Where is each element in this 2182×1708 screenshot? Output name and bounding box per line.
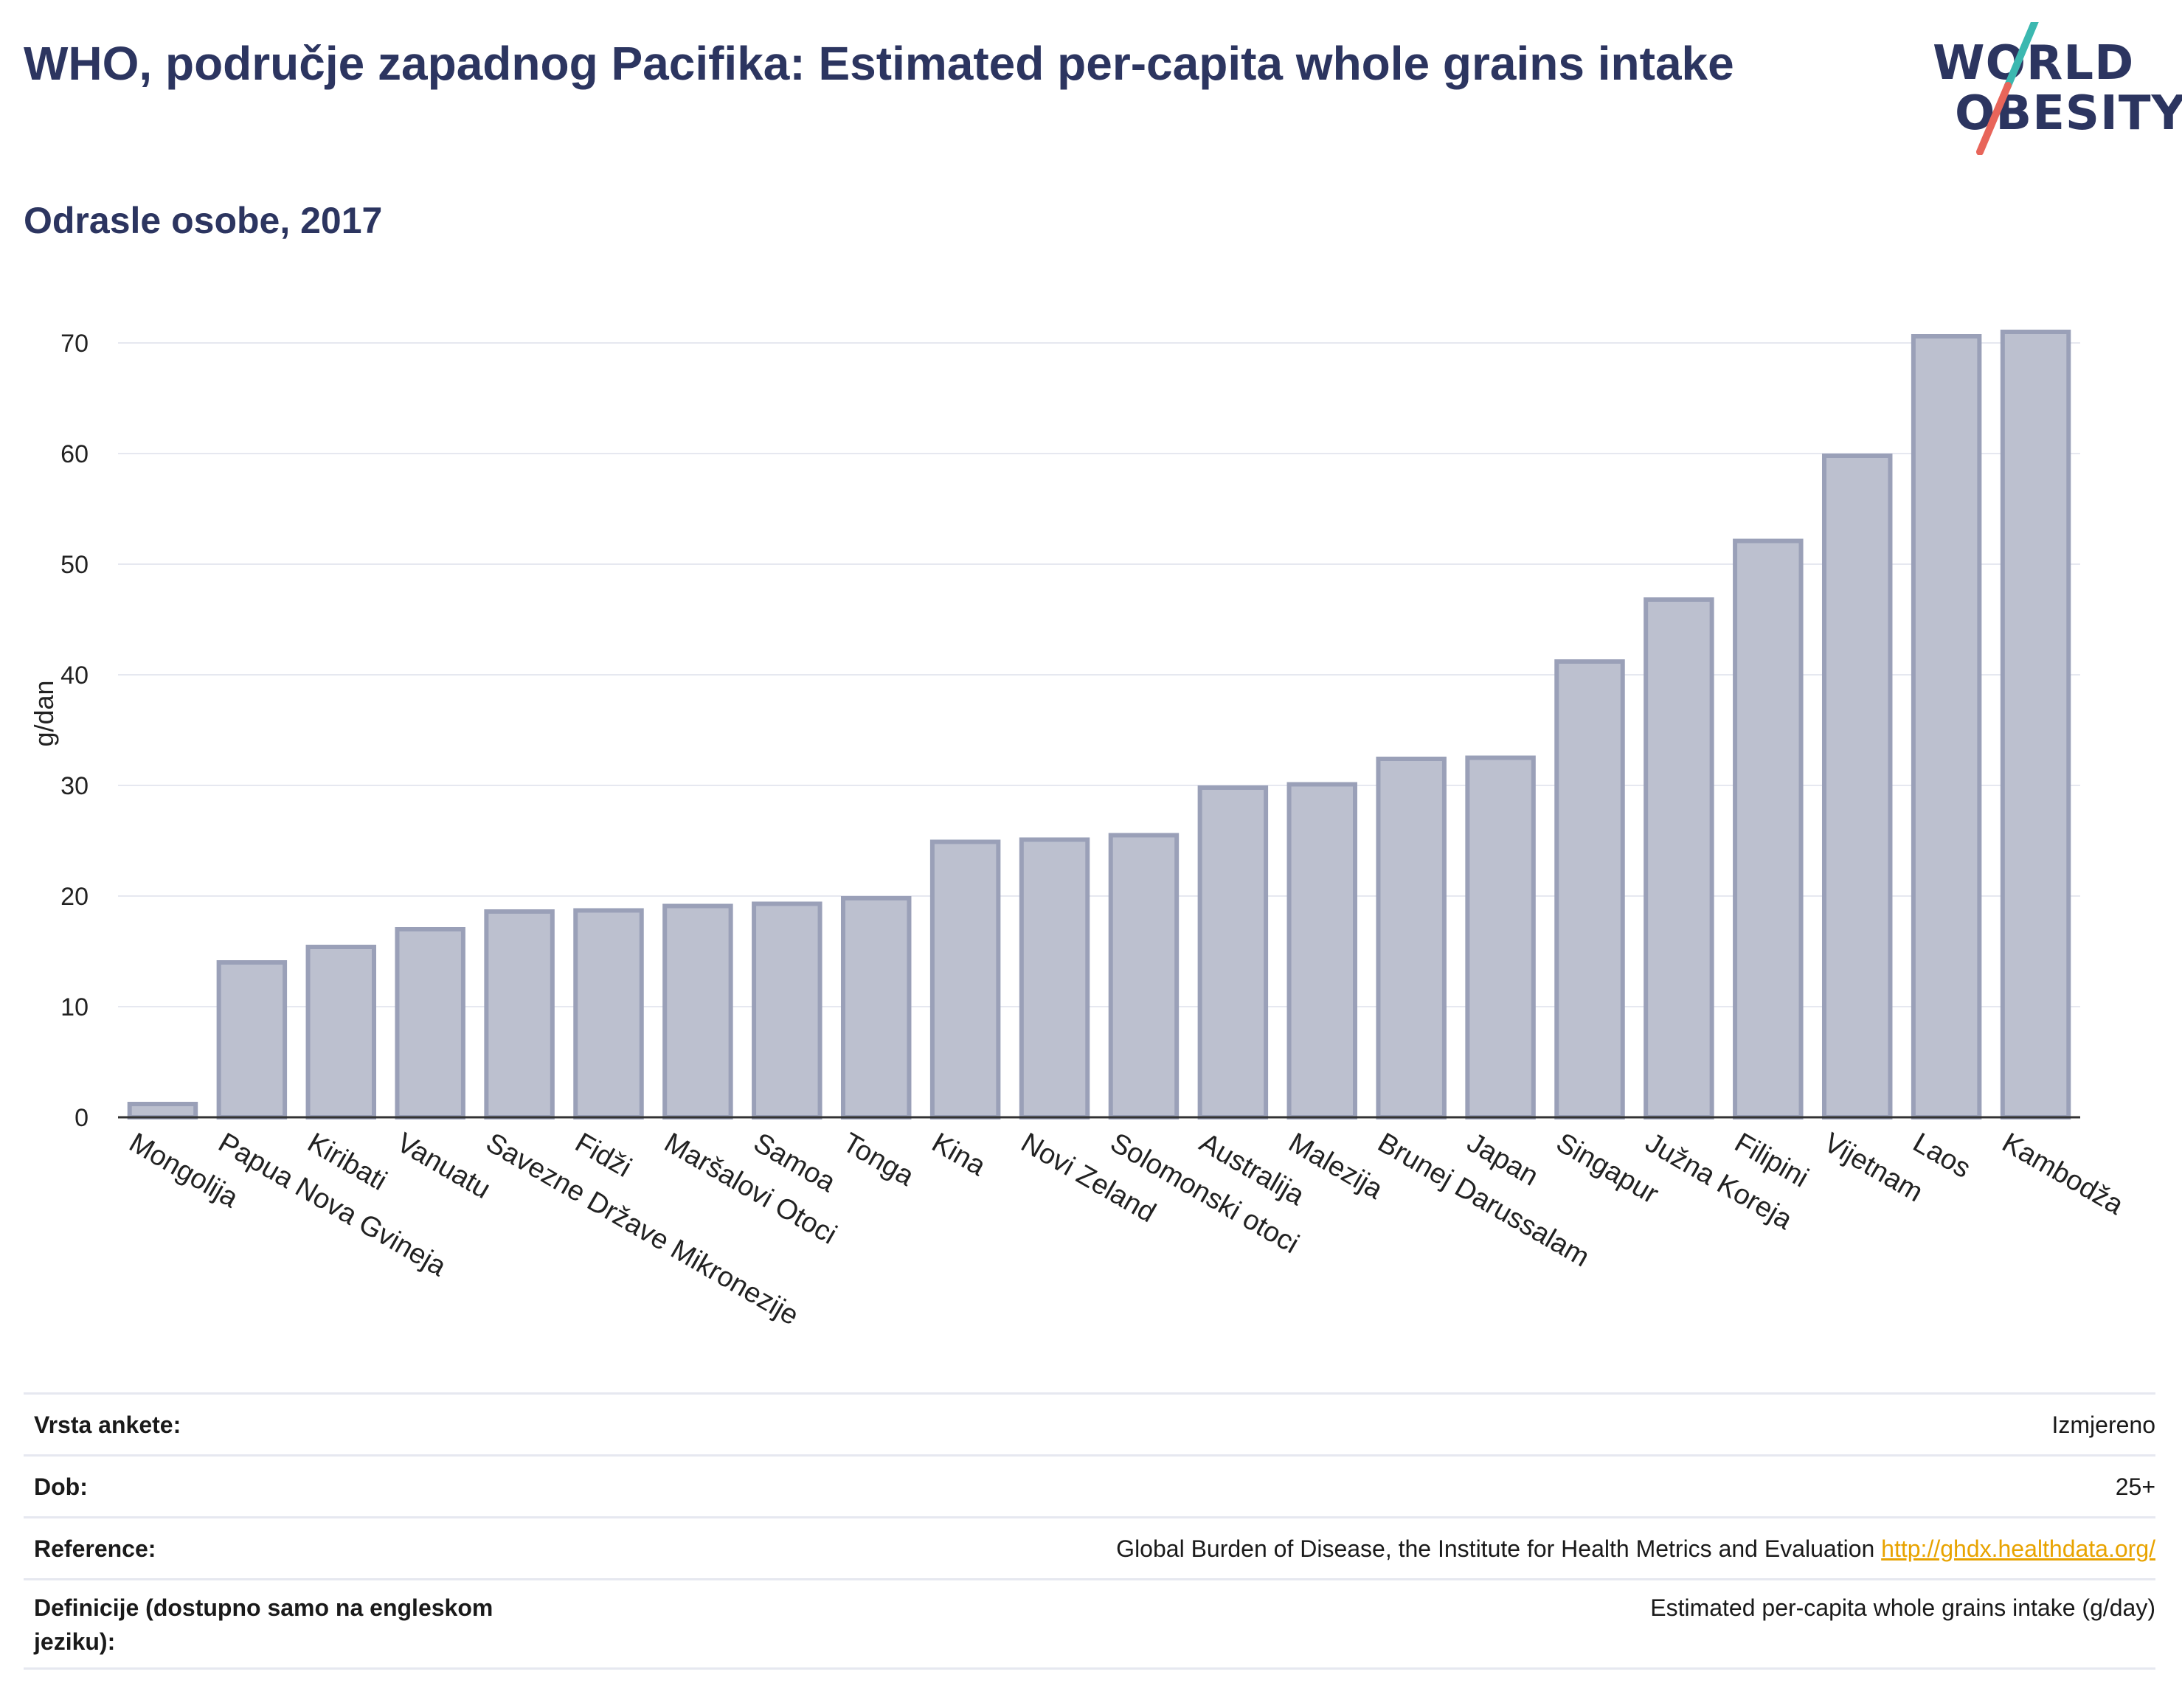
logo-slash-icon — [1976, 22, 2039, 155]
y-axis-title: g/dan — [29, 680, 59, 746]
bar — [1286, 782, 1358, 1119]
y-tick-label: 30 — [60, 772, 89, 800]
reference-value: Global Burden of Disease, the Institute … — [1116, 1532, 2155, 1566]
age-label: Dob: — [34, 1473, 88, 1500]
y-tick-label: 60 — [60, 440, 89, 468]
bar — [127, 1102, 198, 1119]
reference-link[interactable]: http://ghdx.healthdata.org/ — [1881, 1535, 2155, 1562]
chart-title: WHO, područje zapadnog Pacifika: Estimat… — [24, 37, 1734, 90]
bar — [1733, 538, 1804, 1119]
bar — [2000, 330, 2071, 1119]
bar — [752, 901, 822, 1119]
bar — [1465, 755, 1536, 1119]
y-tick-label: 0 — [75, 1104, 89, 1132]
bar — [1376, 757, 1447, 1119]
footer-row-reference: Reference: Global Burden of Disease, the… — [24, 1516, 2155, 1578]
x-tick-label: Kina — [927, 1127, 991, 1182]
metadata-table: Vrsta ankete: Izmjereno Dob: 25+ Referen… — [24, 1392, 2155, 1670]
x-tick-label: Vijetnam — [1818, 1127, 1928, 1208]
logo-text-world: WORLD — [1933, 36, 2135, 91]
x-tick-label: Vanuatu — [392, 1127, 496, 1205]
bar — [840, 896, 912, 1119]
bar — [1019, 837, 1090, 1119]
bar — [1911, 334, 1982, 1119]
definitions-label: Definicije (dostupno samo na engleskom j… — [34, 1594, 493, 1655]
bar — [1821, 454, 1893, 1119]
world-obesity-logo[interactable]: WORLD OBESITY — [1925, 22, 2182, 155]
y-tick-label: 70 — [60, 330, 89, 358]
age-value: 25+ — [2115, 1473, 2155, 1500]
survey-type-value: Izmjereno — [2051, 1411, 2156, 1438]
y-tick-label: 40 — [60, 662, 89, 690]
footer-row-age: Dob: 25+ — [24, 1454, 2155, 1516]
y-tick-label: 10 — [60, 993, 89, 1021]
bar — [1644, 597, 1714, 1119]
chart-subtitle: Odrasle osobe, 2017 — [24, 200, 383, 241]
bar — [216, 960, 288, 1119]
bar — [573, 908, 644, 1119]
x-tick-label: Tonga — [837, 1127, 919, 1193]
bar — [484, 909, 555, 1119]
x-tick-label: Kambodža — [1997, 1127, 2129, 1221]
y-tick-label: 20 — [60, 883, 89, 911]
definitions-value: Estimated per-capita whole grains intake… — [1650, 1594, 2155, 1621]
bar — [1197, 785, 1269, 1119]
bar — [929, 839, 1001, 1119]
bar — [662, 903, 733, 1119]
x-tick-label: Singapur — [1551, 1127, 1664, 1210]
footer-row-survey-type: Vrsta ankete: Izmjereno — [24, 1392, 2155, 1454]
bar — [1108, 833, 1180, 1119]
reference-label: Reference: — [34, 1535, 156, 1562]
footer-row-definitions: Definicije (dostupno samo na engleskom j… — [24, 1578, 2155, 1670]
reference-text: Global Burden of Disease, the Institute … — [1116, 1535, 1875, 1562]
bar — [1554, 659, 1625, 1119]
bar — [395, 927, 465, 1119]
survey-type-label: Vrsta ankete: — [34, 1411, 181, 1438]
bar — [305, 945, 377, 1119]
y-tick-label: 50 — [60, 551, 89, 579]
